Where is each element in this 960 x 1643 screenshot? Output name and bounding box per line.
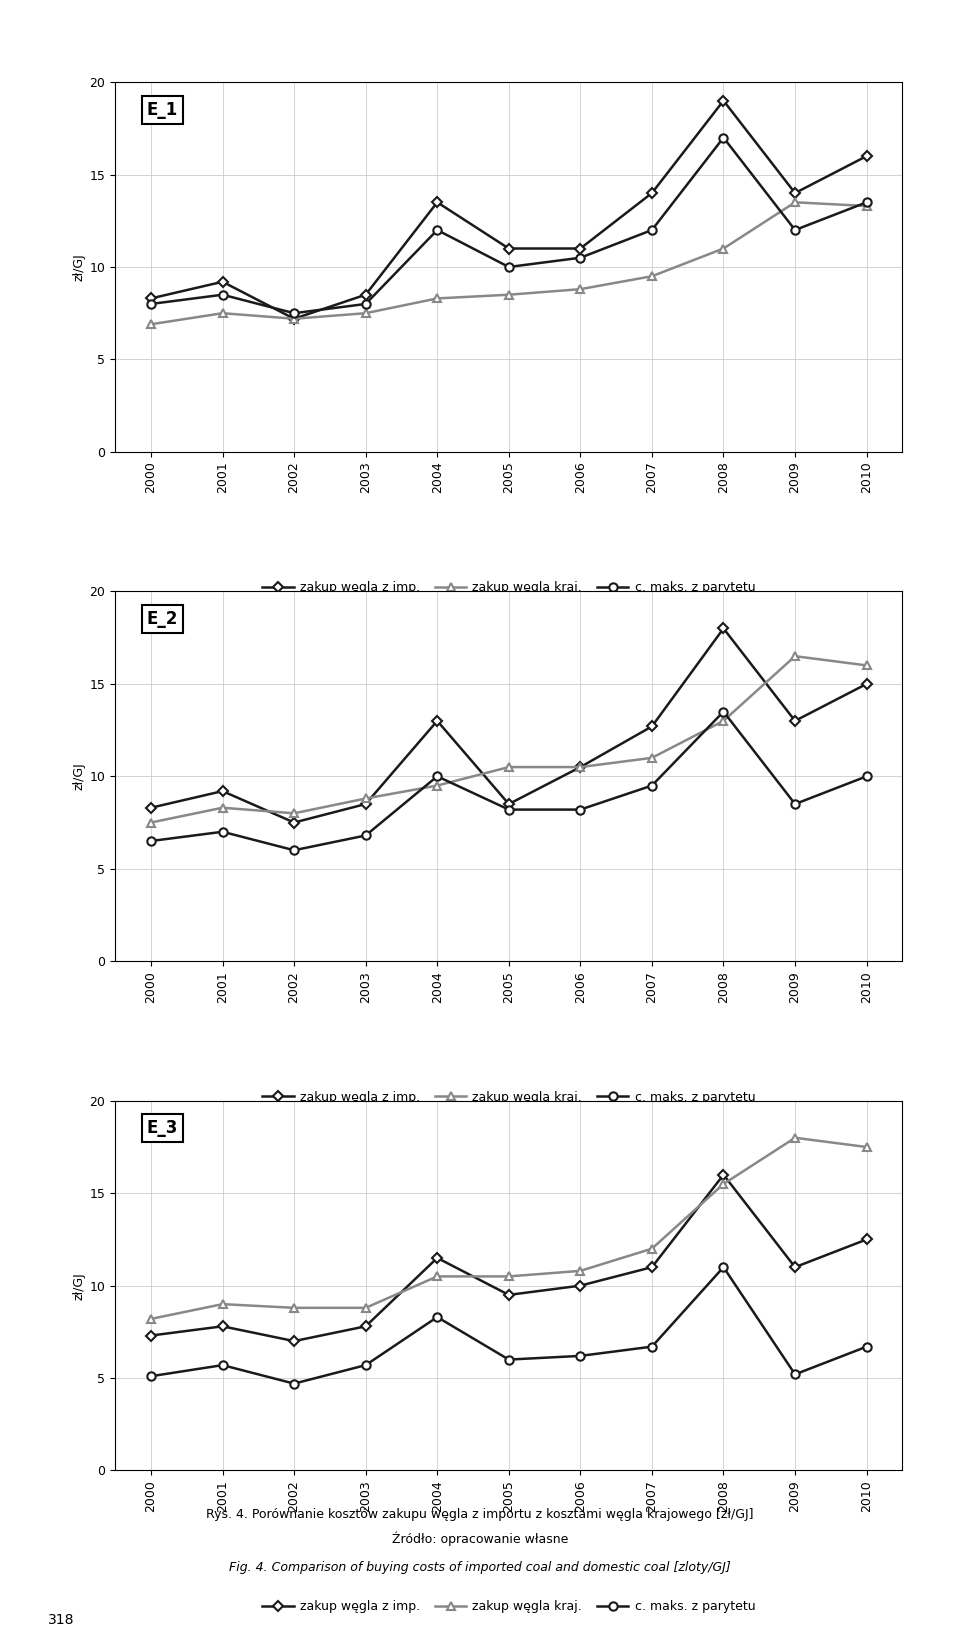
Y-axis label: zł/GJ: zł/GJ xyxy=(72,1272,85,1300)
Legend: zakup węgla z imp., zakup węgla kraj., c. maks. z parytetu: zakup węgla z imp., zakup węgla kraj., c… xyxy=(257,1086,760,1109)
Legend: zakup węgla z imp., zakup węgla kraj., c. maks. z parytetu: zakup węgla z imp., zakup węgla kraj., c… xyxy=(257,1595,760,1618)
Text: E_2: E_2 xyxy=(147,610,178,628)
Text: Rys. 4. Porównanie kosztów zakupu węgla z importu z kosztami węgla krajowego [zł: Rys. 4. Porównanie kosztów zakupu węgla … xyxy=(206,1508,754,1521)
Text: Źródło: opracowanie własne: Źródło: opracowanie własne xyxy=(392,1531,568,1546)
Text: E_3: E_3 xyxy=(147,1119,178,1137)
Text: E_1: E_1 xyxy=(147,100,178,118)
Text: Fig. 4. Comparison of buying costs of imported coal and domestic coal [zloty/GJ]: Fig. 4. Comparison of buying costs of im… xyxy=(229,1561,731,1574)
Y-axis label: zł/GJ: zł/GJ xyxy=(72,762,85,790)
Text: 318: 318 xyxy=(48,1612,75,1627)
Legend: zakup węgla z imp., zakup węgla kraj., c. maks. z parytetu: zakup węgla z imp., zakup węgla kraj., c… xyxy=(257,577,760,600)
Y-axis label: zł/GJ: zł/GJ xyxy=(72,253,85,281)
